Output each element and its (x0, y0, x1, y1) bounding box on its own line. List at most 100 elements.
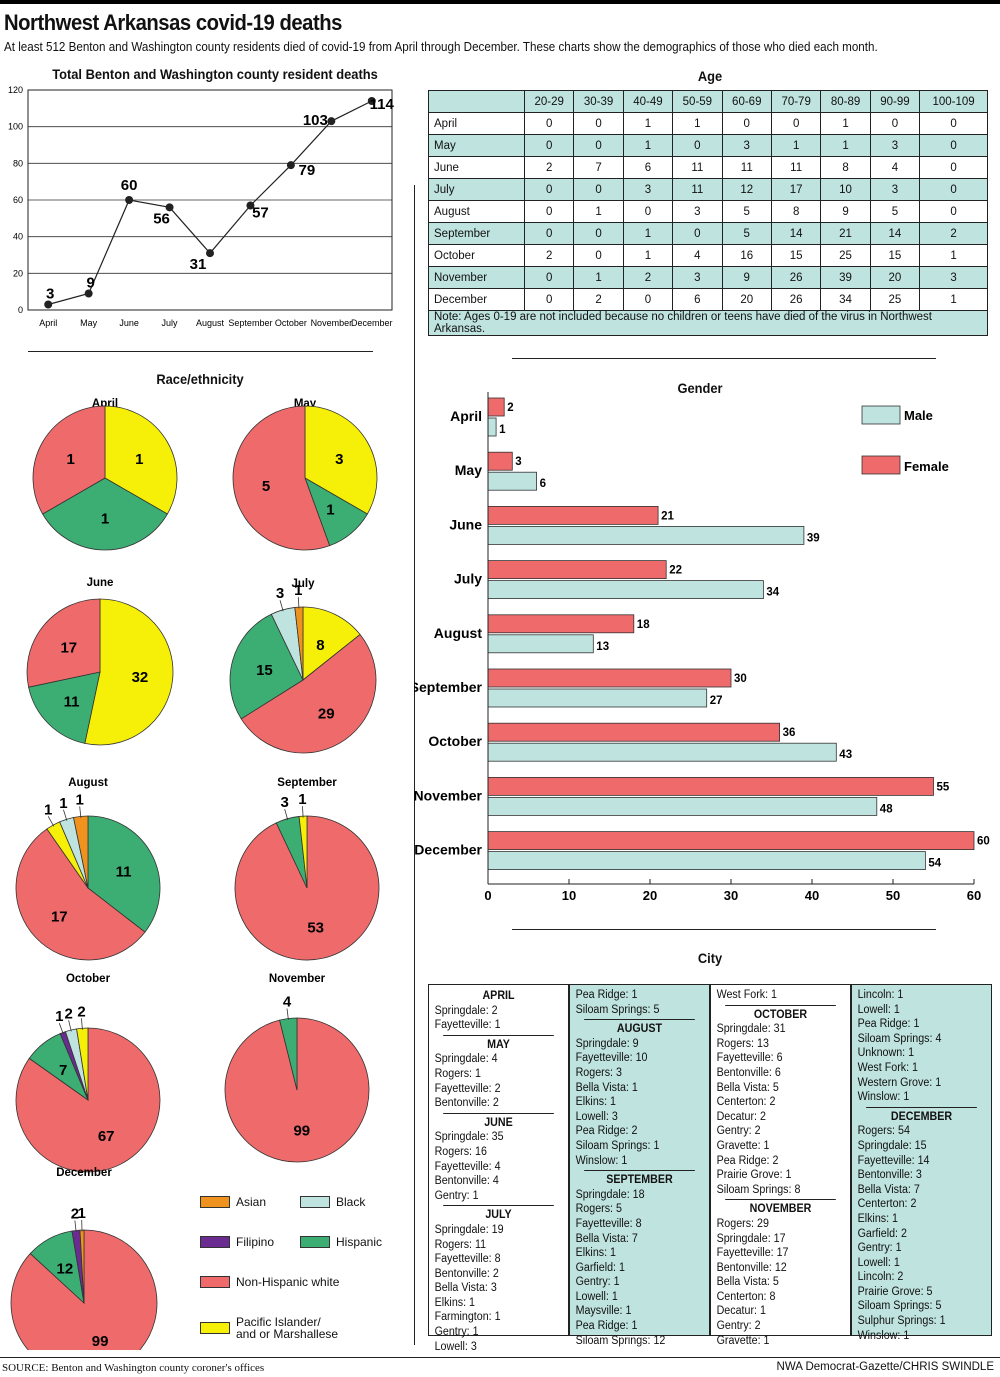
bar-male (487, 580, 764, 600)
age-cell: 0 (523, 112, 575, 135)
city-entry: Fayetteville: 8 (575, 1217, 642, 1230)
pie-leader-line (302, 806, 304, 818)
bar-label-male: 13 (596, 641, 609, 653)
bar-female (487, 831, 975, 851)
city-entry: Springdale: 17 (716, 1232, 786, 1245)
race-legend: Asian Black Filipino Hispanic Non-Hispanic w… (200, 1196, 410, 1346)
age-cell: 1 (919, 288, 988, 311)
data-point (327, 117, 336, 126)
city-title: City (697, 950, 723, 966)
city-table: APRIL Springdale: 2 Fayetteville: 1 MAY Spri… (428, 984, 992, 1353)
legend-swatch-male (861, 405, 901, 425)
age-cell: 5 (869, 200, 921, 223)
city-entry: Fayetteville: 6 (716, 1052, 783, 1065)
gender-category-label: August (434, 625, 483, 641)
city-entry: Lowell: 1 (857, 1003, 900, 1016)
city-entry: Lincoln: 1 (857, 989, 904, 1001)
city-entry: Gentry: 1 (434, 1189, 479, 1202)
pie-leader-line (279, 600, 284, 612)
bar-label-male: 1 (499, 424, 506, 436)
city-entry: Elkins: 1 (575, 1247, 617, 1260)
bar-label-male: 34 (766, 587, 779, 599)
x-tick-label: 60 (967, 888, 981, 903)
bar-label-female: 30 (734, 673, 747, 685)
x-tick-label: November (311, 318, 353, 328)
city-entry: Gentry: 2 (716, 1320, 761, 1333)
x-tick-label: May (80, 318, 98, 328)
legend-label: Asian (236, 1195, 267, 1209)
age-cell: 39 (820, 266, 871, 289)
age-cell: 0 (770, 112, 822, 135)
age-column-header: 80-89 (820, 90, 871, 113)
city-entry: Siloam Springs: 1 (575, 1139, 660, 1152)
legend-label: Non-Hispanic white (236, 1275, 340, 1289)
gender-category-label: July (454, 571, 482, 587)
bar-female (487, 668, 732, 688)
age-cell: 0 (869, 112, 921, 135)
gender-category-label: April (450, 408, 482, 424)
pie-slice-hispanic (87, 815, 161, 933)
data-point (125, 196, 134, 204)
age-cell: 0 (573, 112, 624, 135)
pie-slice-label: 11 (64, 693, 80, 710)
pie-slice-hispanic (28, 671, 101, 744)
age-column-header: 60-69 (721, 90, 772, 113)
gender-category-label: September (414, 679, 483, 695)
divider-right-2 (512, 929, 936, 930)
age-cell: 3 (672, 200, 723, 223)
city-entry: Elkins: 1 (575, 1096, 617, 1109)
city-entry: Gentry: 2 (716, 1125, 761, 1138)
bar-label-male: 43 (839, 749, 852, 761)
data-label: 56 (153, 210, 170, 227)
city-entry: Sulphur Springs: 1 (857, 1315, 946, 1328)
bar-male (487, 742, 837, 762)
city-entry: Rogers: 3 (575, 1066, 622, 1079)
pie-slice-label: 2 (77, 1003, 85, 1020)
city-entry: Bella Vista: 5 (716, 1081, 779, 1094)
pie-slice-label: 11 (116, 864, 132, 881)
pie-title: June (87, 577, 114, 589)
bar-male (487, 471, 537, 491)
legend-swatch (200, 1196, 230, 1208)
age-cell: 14 (770, 222, 822, 245)
city-entry: West Fork: 1 (857, 1061, 919, 1074)
y-tick-label: 20 (13, 268, 23, 278)
city-entry: Winslow: 1 (857, 1091, 910, 1104)
age-cell: 1 (622, 222, 674, 245)
city-entry: Siloam Springs: 5 (575, 1003, 660, 1016)
pie-leader-line (63, 809, 68, 821)
city-entry: Springdale: 9 (575, 1037, 639, 1050)
pie-slice-label: 17 (51, 908, 68, 925)
pie-slice-label: 3 (276, 585, 284, 602)
credit-note: NWA Democrat-Gazette/CHRIS SWINDLE (776, 1361, 994, 1373)
pie-leader-line (68, 1020, 72, 1032)
age-cell: 0 (622, 200, 674, 223)
age-row: October 2 0 1 4 16 15 25 15 1 (428, 244, 988, 267)
city-entry: Bella Vista: 5 (716, 1276, 779, 1289)
city-entry: Bentonville: 2 (434, 1267, 499, 1280)
city-entry: Rogers: 29 (716, 1217, 769, 1230)
age-cell: 14 (869, 222, 921, 245)
x-tick-label: 0 (484, 888, 491, 903)
pie-slice-label: 1 (101, 511, 109, 528)
data-label: 9 (86, 275, 94, 292)
pie-slice-label: 8 (316, 637, 324, 654)
city-entry: Lowell: 3 (434, 1340, 477, 1353)
age-cell: 0 (919, 156, 988, 179)
age-row-month: October (428, 244, 525, 267)
pie-slice-label: 7 (59, 1062, 67, 1079)
legend-swatch (200, 1322, 230, 1334)
city-entry: Rogers: 11 (434, 1238, 487, 1251)
age-cell: 9 (721, 266, 772, 289)
page-subtitle: At least 512 Benton and Washington count… (4, 40, 878, 54)
bar-female (487, 614, 635, 634)
age-row: July 0 0 3 11 12 17 10 3 0 (428, 178, 988, 201)
pie-slice-label: 5 (262, 478, 270, 495)
pie-slice-label: 2 (71, 1206, 79, 1223)
city-entry: Pea Ridge: 1 (857, 1018, 920, 1031)
city-entry: Pea Ridge: 1 (575, 1320, 638, 1333)
bar-male (487, 417, 497, 437)
x-tick-label: 10 (562, 888, 576, 903)
legend-swatch (300, 1236, 330, 1248)
pie-title: September (277, 777, 337, 789)
